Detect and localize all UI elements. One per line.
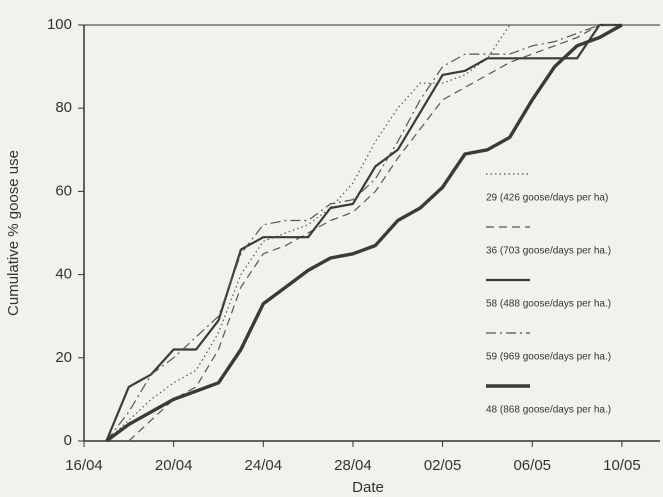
- series-line: [105, 24, 622, 442]
- x-tick-label: 02/05: [424, 457, 462, 474]
- legend-label: 59 (969 goose/days per ha.): [486, 352, 611, 363]
- x-tick-label: 16/04: [65, 457, 103, 474]
- y-tick-label: 100: [47, 16, 72, 33]
- series-line: [105, 23, 623, 443]
- legend-label: 29 (426 goose/days per ha): [486, 193, 608, 204]
- x-tick-label: 10/05: [603, 457, 641, 474]
- legend-label: 48 (868 goose/days per ha.): [486, 405, 611, 416]
- series-line: [128, 24, 622, 442]
- series-line: [105, 23, 622, 442]
- legend-label: 58 (488 goose/days per ha.): [486, 299, 611, 310]
- x-tick-label: 20/04: [155, 457, 193, 474]
- x-tick-label: 06/05: [513, 457, 551, 474]
- legend-label: 36 (703 goose/days per ha.): [486, 246, 611, 257]
- y-axis-label: Cumulative % goose use: [5, 150, 22, 316]
- series-line: [105, 24, 622, 442]
- x-tick-label: 24/04: [245, 457, 283, 474]
- y-tick-label: 40: [55, 266, 72, 283]
- y-tick-label: 80: [55, 99, 72, 116]
- x-tick-label: 28/04: [334, 457, 372, 474]
- y-tick-label: 20: [55, 349, 72, 366]
- x-axis-label: Date: [352, 479, 384, 496]
- y-tick-label: 0: [64, 432, 72, 449]
- y-tick-label: 60: [55, 182, 72, 199]
